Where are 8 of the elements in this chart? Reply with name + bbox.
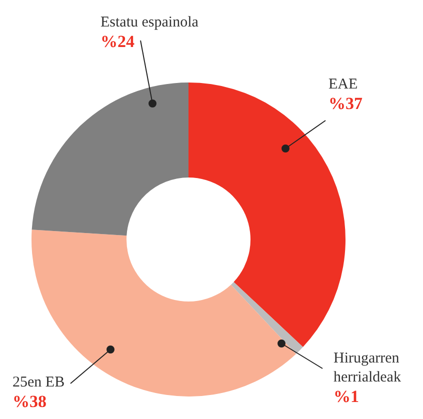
data-label: %1 [334,387,359,406]
data-label: %38 [12,392,46,411]
data-label: %37 [328,94,363,113]
slice-label: Estatu espainola [100,14,199,30]
data-label: %24 [100,32,135,51]
slice-label: 25en EB [12,374,65,390]
slice-label: Hirugarren herrialdeak [334,350,402,386]
slice-label: EAE [328,76,358,92]
